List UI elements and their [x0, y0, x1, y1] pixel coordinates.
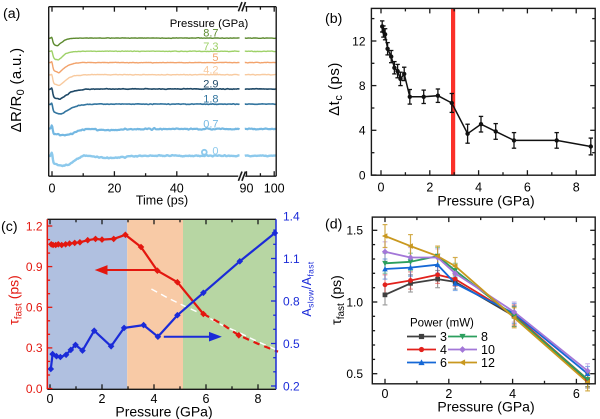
svg-text:40: 40 [170, 182, 184, 196]
svg-text:1.0: 1.0 [346, 295, 363, 309]
svg-text:(d): (d) [325, 217, 342, 233]
svg-text:12: 12 [352, 34, 366, 48]
svg-text:Pressure (GPa): Pressure (GPa) [437, 399, 534, 415]
svg-text:2.9: 2.9 [203, 79, 218, 91]
svg-text:8: 8 [359, 79, 366, 93]
svg-text:4: 4 [440, 343, 447, 357]
svg-text:0: 0 [212, 145, 218, 157]
svg-text:1.5: 1.5 [346, 224, 363, 238]
svg-text:6: 6 [203, 392, 210, 406]
svg-text:6: 6 [573, 387, 580, 401]
svg-text:4: 4 [359, 124, 366, 138]
svg-text:Pressure (GPa): Pressure (GPa) [170, 18, 249, 30]
svg-text:100: 100 [264, 182, 285, 196]
svg-text:0: 0 [382, 387, 389, 401]
svg-text:0.0: 0.0 [26, 382, 43, 396]
svg-text:0: 0 [49, 182, 56, 196]
svg-text:0.3: 0.3 [26, 341, 43, 355]
svg-text:8.7: 8.7 [203, 28, 218, 40]
svg-text:1.8: 1.8 [203, 94, 218, 106]
svg-text:8: 8 [481, 330, 488, 344]
svg-text:0.2: 0.2 [283, 379, 300, 393]
svg-text:3: 3 [440, 330, 447, 344]
svg-text:4.2: 4.2 [203, 64, 218, 76]
svg-text:7.3: 7.3 [203, 41, 218, 53]
svg-text:4: 4 [151, 392, 158, 406]
svg-text:Time (ps): Time (ps) [136, 194, 188, 208]
svg-text:0.6: 0.6 [26, 301, 43, 315]
svg-text:0.5: 0.5 [283, 337, 300, 351]
svg-text:(b): (b) [325, 11, 342, 27]
svg-text:10: 10 [481, 343, 495, 357]
svg-text:0.7: 0.7 [203, 119, 218, 131]
svg-text:Δtc (ps): Δtc (ps) [326, 62, 345, 116]
svg-text:0.5: 0.5 [346, 367, 363, 381]
svg-text:ΔR/R0 (a.u.): ΔR/R0 (a.u.) [8, 48, 27, 133]
svg-text:2: 2 [445, 387, 452, 401]
svg-text:12: 12 [481, 356, 495, 370]
svg-text:Pressure (GPa): Pressure (GPa) [437, 193, 534, 209]
svg-text:0.9: 0.9 [26, 260, 43, 274]
svg-text:2: 2 [99, 392, 106, 406]
svg-text:90: 90 [240, 182, 254, 196]
svg-text:20: 20 [107, 182, 121, 196]
svg-text:1.1: 1.1 [283, 252, 300, 266]
svg-text:8: 8 [255, 392, 262, 406]
svg-text:Power (mW): Power (mW) [410, 318, 474, 330]
svg-text:0: 0 [378, 181, 385, 195]
svg-text:8: 8 [573, 181, 580, 195]
svg-text:2: 2 [426, 181, 433, 195]
svg-text:5: 5 [212, 52, 218, 64]
svg-text:4: 4 [509, 387, 516, 401]
svg-text:Pressure (GPa): Pressure (GPa) [115, 404, 212, 419]
svg-text:(c): (c) [1, 219, 18, 235]
svg-text:6: 6 [440, 356, 447, 370]
svg-text:6: 6 [524, 181, 531, 195]
svg-text:(a): (a) [3, 6, 20, 22]
svg-text:1.2: 1.2 [26, 219, 43, 233]
svg-text:0: 0 [47, 392, 54, 406]
svg-text:0.8: 0.8 [283, 294, 300, 308]
svg-text:1.4: 1.4 [283, 209, 300, 223]
svg-text:0: 0 [359, 168, 366, 182]
svg-text:4: 4 [475, 181, 482, 195]
